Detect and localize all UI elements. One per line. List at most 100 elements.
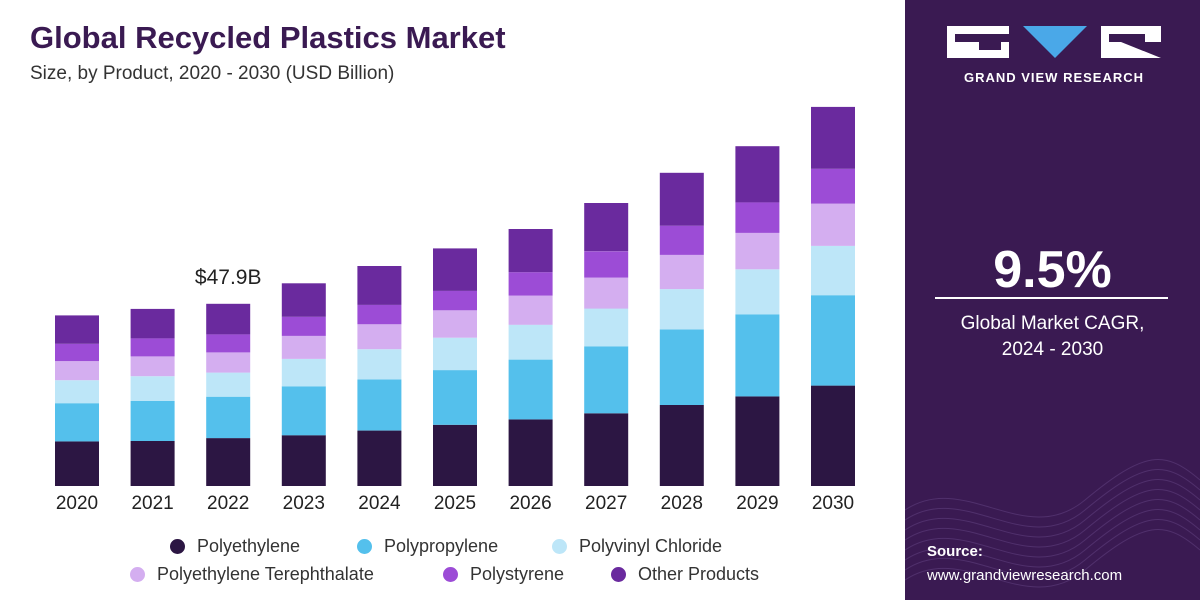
info-sidebar: GRAND VIEW RESEARCH 9.5% Global Market C… (905, 0, 1200, 600)
legend-swatch (611, 567, 626, 582)
legend-swatch (443, 567, 458, 582)
bar-segment-2024-polypropylene (357, 379, 402, 431)
legend-item-polystyrene: Polystyrene (443, 564, 564, 585)
bar-segment-2028-polystyrene (659, 225, 704, 255)
legend-item-polypropylene: Polypropylene (357, 536, 498, 557)
bar-segment-2021-polypropylene (130, 401, 175, 441)
bar-segment-2028-polyethylene-terephthalate (659, 254, 704, 290)
legend-swatch (357, 539, 372, 554)
bar-segment-2028-other-products (659, 172, 704, 226)
legend-swatch (130, 567, 145, 582)
cagr-value: 9.5% (993, 241, 1112, 299)
x-tick-label: 2025 (434, 493, 476, 514)
chart-title: Global Recycled Plastics Market (30, 20, 506, 55)
cagr-label-line1: Global Market CAGR, (960, 313, 1145, 334)
bar-segment-2023-polyethylene-terephthalate (281, 335, 326, 359)
bar-segment-2030-polystyrene (811, 168, 855, 204)
bar-segment-2024-polyethylene-terephthalate (357, 324, 402, 350)
legend-swatch (170, 539, 185, 554)
source-url: www.grandviewresearch.com (927, 567, 1123, 584)
bar-segment-2022-other-products (206, 303, 251, 335)
bar-segment-2026-polystyrene (508, 272, 553, 296)
x-tick-label: 2029 (736, 493, 778, 514)
bar-segment-2025-polyethylene (433, 424, 477, 486)
bar-segment-2025-polystyrene (433, 290, 477, 311)
bar-segment-2024-polyethylene (357, 430, 402, 486)
bar-segment-2026-polyethylene (508, 419, 553, 486)
bar-segment-2024-polyvinyl-chloride (357, 349, 402, 380)
bar-segment-2029-polyethylene-terephthalate (735, 232, 780, 270)
bar-segment-2023-polyethylene (281, 435, 326, 486)
bar-segment-2027-polyethylene (584, 413, 629, 486)
bar-segment-2024-other-products (357, 266, 402, 305)
legend-row-2: Polyethylene Terephthalate Polystyrene O… (0, 564, 905, 588)
bar-segment-2029-polystyrene (735, 202, 780, 233)
bar-segment-2020-polystyrene (55, 343, 99, 362)
legend-item-other-products: Other Products (611, 564, 759, 585)
bar-segment-2029-other-products (735, 146, 780, 203)
bar-segment-2021-other-products (130, 308, 175, 339)
cagr-label: Global Market CAGR, 2024 - 2030 (905, 311, 1200, 363)
bar-segment-2026-polyethylene-terephthalate (508, 295, 553, 325)
bar-segment-2020-polypropylene (55, 403, 99, 442)
bar-segment-2027-polyvinyl-chloride (584, 308, 629, 347)
bar-segment-2025-other-products (433, 248, 477, 291)
legend-row-1: Polyethylene Polypropylene Polyvinyl Chl… (0, 536, 905, 560)
bar-segment-2028-polyvinyl-chloride (659, 289, 704, 330)
x-tick-label: 2030 (812, 493, 854, 514)
legend-label: Polyvinyl Chloride (579, 536, 723, 556)
legend-label: Polyethylene (197, 536, 301, 556)
bar-segment-2020-polyvinyl-chloride (55, 380, 99, 404)
bar-segment-2020-other-products (55, 315, 99, 344)
bar-segment-2024-polystyrene (357, 304, 402, 325)
bar-segment-2030-polyethylene-terephthalate (811, 203, 855, 246)
decorative-waves-icon (905, 459, 1200, 588)
source-label: Source: (927, 543, 983, 560)
bar-segment-2023-polypropylene (281, 386, 326, 436)
bar-segment-2030-other-products (811, 106, 855, 169)
legend-item-polyethylene-terephthalate: Polyethylene Terephthalate (130, 564, 374, 585)
bar-segment-2025-polyvinyl-chloride (433, 337, 477, 371)
cagr-divider (935, 297, 1168, 299)
chart-subtitle: Size, by Product, 2020 - 2030 (USD Billi… (30, 63, 395, 84)
legend-item-polyvinyl-chloride: Polyvinyl Chloride (552, 536, 722, 557)
legend-label: Other Products (638, 564, 760, 584)
bar-segment-2021-polystyrene (130, 338, 175, 357)
bar-segment-2025-polyethylene-terephthalate (433, 310, 477, 338)
bar-segment-2020-polyethylene (55, 441, 99, 486)
bar-segment-2022-polyethylene-terephthalate (206, 352, 251, 373)
x-tick-label: 2022 (207, 493, 249, 514)
legend-item-polyethylene: Polyethylene (170, 536, 300, 557)
bar-segment-2030-polypropylene (811, 295, 855, 386)
bar-segment-2023-polystyrene (281, 316, 326, 336)
bar-segment-2029-polypropylene (735, 314, 780, 397)
logo-mark-icon (947, 26, 1161, 58)
brand-logo: GRAND VIEW RESEARCH (945, 22, 1163, 92)
bar-segment-2021-polyethylene (130, 441, 175, 486)
bar-segment-2028-polypropylene (659, 329, 704, 405)
x-tick-label: 2023 (283, 493, 325, 514)
legend-label: Polyethylene Terephthalate (157, 564, 374, 584)
bar-segment-2027-polyethylene-terephthalate (584, 277, 629, 309)
cagr-label-line2: 2024 - 2030 (1001, 339, 1104, 360)
bar-segment-2026-other-products (508, 229, 553, 273)
bar-segment-2029-polyvinyl-chloride (735, 269, 780, 315)
bar-segment-2026-polyvinyl-chloride (508, 324, 553, 360)
x-tick-label: 2020 (56, 493, 98, 514)
bar-segment-2025-polypropylene (433, 370, 477, 425)
bar-segment-2027-polypropylene (584, 346, 629, 414)
bar-segment-2021-polyethylene-terephthalate (130, 356, 175, 377)
x-tick-label: 2024 (358, 493, 401, 514)
x-tick-label: 2021 (131, 493, 173, 514)
x-tick-label: 2026 (509, 493, 551, 514)
data-label-annotation: $47.9B (195, 266, 262, 289)
bar-segment-2022-polypropylene (206, 396, 251, 439)
bar-segment-2030-polyvinyl-chloride (811, 245, 855, 296)
bar-segment-2023-polyvinyl-chloride (281, 358, 326, 387)
bar-segment-2026-polypropylene (508, 359, 553, 420)
bar-segment-2023-other-products (281, 283, 326, 317)
legend-label: Polypropylene (384, 536, 499, 556)
stacked-bar-chart: 2020 2021 2022 $47.9B 2023 2024 2025 2026 2027 20… (55, 106, 855, 514)
brand-name: GRAND VIEW RESEARCH (963, 70, 1145, 85)
bar-segment-2027-other-products (584, 203, 629, 252)
